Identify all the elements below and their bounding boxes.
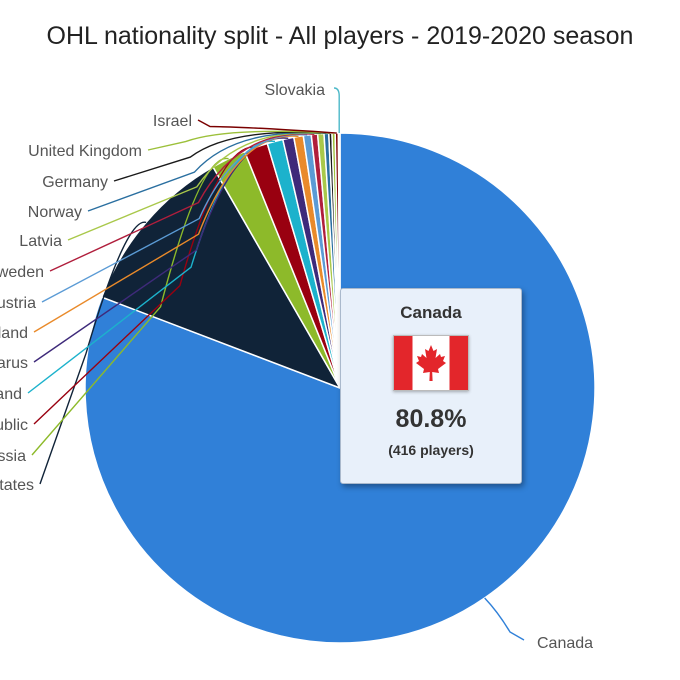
- slice-label-belarus: Belarus: [0, 355, 28, 372]
- slice-label-germany: Germany: [42, 174, 108, 191]
- slice-label-finland: Finland: [0, 386, 22, 403]
- pie-slice-united-states[interactable]: [100, 165, 342, 390]
- leader-line-israel: [197, 119, 337, 134]
- slice-label-latvia: Latvia: [19, 233, 62, 250]
- leader-line-united-states: [39, 221, 147, 485]
- slice-label-austria: Austria: [0, 295, 36, 312]
- slice-label-united-kingdom: United Kingdom: [28, 143, 142, 160]
- tooltip-player-count: (416 players): [388, 442, 474, 458]
- slice-label-israel: Israel: [153, 113, 192, 130]
- slice-label-norway: Norway: [28, 204, 82, 221]
- leader-line-slovakia: [333, 87, 340, 134]
- slice-label-canada: Canada: [537, 635, 593, 652]
- leader-line-canada: [484, 597, 525, 641]
- slice-label-united-states: United States: [0, 477, 34, 494]
- tooltip-percentage: 80.8%: [395, 405, 467, 433]
- tooltip-canada: Canada 80.8% (416 players): [340, 288, 522, 484]
- chart-title: OHL nationality split - All players - 20…: [46, 22, 634, 50]
- slice-label-russia: Russia: [0, 448, 26, 465]
- canada-flag-icon: [393, 335, 469, 391]
- leader-line-switzerland: [33, 135, 299, 333]
- slice-label-czech-republic: Czech Republic: [0, 417, 28, 434]
- slice-label-switzerland: Switzerland: [0, 325, 28, 342]
- tooltip-country-name: Canada: [400, 303, 462, 322]
- leader-line-united-kingdom: [147, 130, 334, 151]
- leader-line-austria: [41, 134, 308, 303]
- pie-slice-canada[interactable]: [84, 132, 596, 644]
- slice-label-slovakia: Slovakia: [265, 82, 326, 99]
- slice-label-sweden: Sweden: [0, 264, 44, 281]
- leader-line-sweden: [49, 133, 315, 272]
